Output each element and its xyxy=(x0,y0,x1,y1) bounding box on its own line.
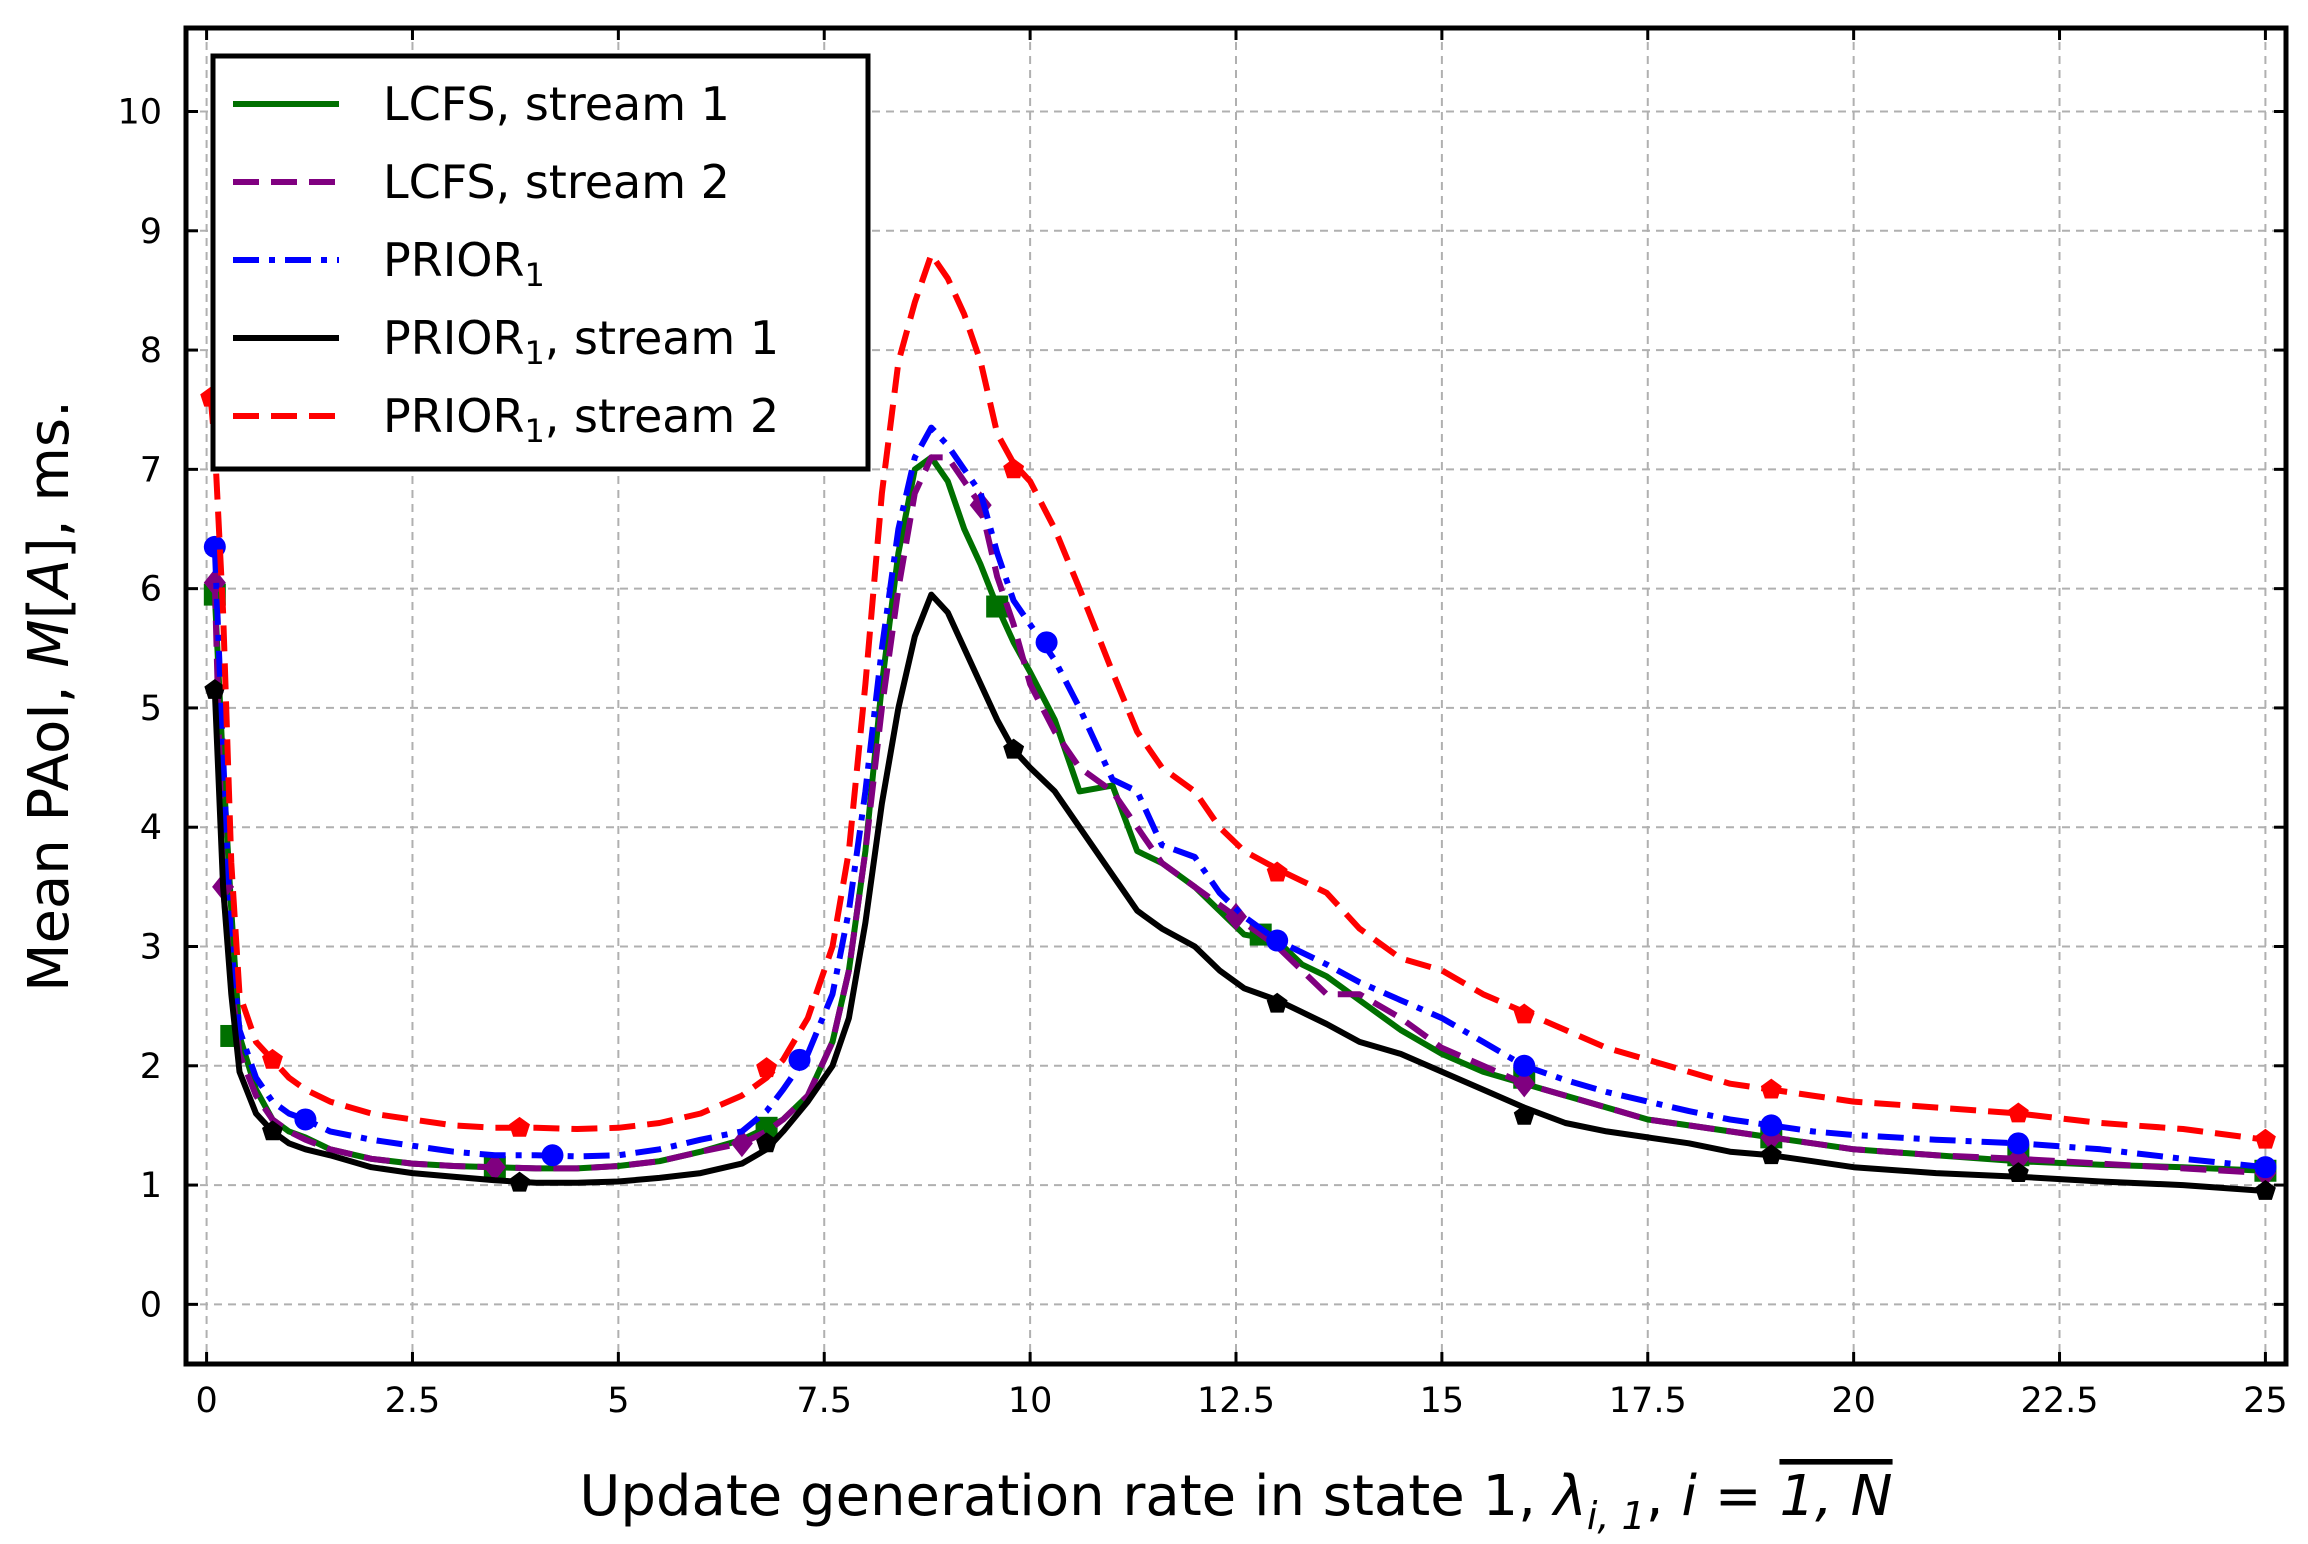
y-tick-label: 2 xyxy=(140,1047,162,1087)
ticks: 0 2.5 5 7.5 10 12.5 15 17.5 20 22.5 25 0 1 2 3 4 5 6 7 8 9 10 xyxy=(117,28,2288,1421)
series-marker-prior1s1 xyxy=(1003,738,1025,759)
series-lcfs2 xyxy=(203,454,2277,1187)
series-marker-prior1s1 xyxy=(509,1171,530,1192)
legend-label-prior1s2: PRIOR1, stream 2 xyxy=(383,389,779,450)
series-line-lcfs2 xyxy=(211,454,2266,1177)
y-tick-label: 3 xyxy=(140,928,162,968)
series-line-prior1 xyxy=(211,424,2266,1171)
x-tick-label: 17.5 xyxy=(1609,1381,1687,1421)
y-tick-label: 4 xyxy=(140,808,162,848)
x-tick-label: 7.5 xyxy=(796,1381,852,1421)
series-lcfs1 xyxy=(203,454,2277,1182)
y-tick-label: 6 xyxy=(140,570,162,610)
series-marker-lcfs2 xyxy=(1225,902,1247,931)
y-tick-label: 10 xyxy=(117,93,162,133)
series-marker-prior1 xyxy=(1266,929,1289,952)
y-tick-label: 1 xyxy=(140,1166,162,1206)
x-tick-label: 25 xyxy=(2243,1381,2288,1421)
x-tick-label: 20 xyxy=(1831,1381,1876,1421)
x-axis-title: Update generation rate in state 1, λi, 1… xyxy=(579,1464,1892,1538)
x-tick-label: 5 xyxy=(607,1381,629,1421)
series-marker-prior1s2 xyxy=(2254,1128,2276,1149)
series-marker-prior1s2 xyxy=(756,1057,778,1078)
series-marker-prior1 xyxy=(294,1108,317,1131)
y-tick-label: 7 xyxy=(140,450,162,490)
series-marker-prior1s2 xyxy=(1003,458,1025,479)
x-axis-title-range: 1, N xyxy=(1779,1464,1892,1529)
series-marker-prior1s2 xyxy=(1266,861,1288,882)
series-marker-prior1s1 xyxy=(262,1120,283,1141)
series-marker-prior1s1 xyxy=(1266,992,1288,1013)
x-tick-label: 0 xyxy=(195,1381,217,1421)
series-group xyxy=(200,251,2277,1200)
y-tick-label: 0 xyxy=(140,1285,162,1325)
series-marker-prior1s1 xyxy=(1513,1104,1535,1125)
series-line-lcfs1 xyxy=(211,454,2266,1174)
series-marker-prior1s1 xyxy=(756,1132,778,1153)
legend: LCFS, stream 1 LCFS, stream 2 PRIOR1 PRIOR1… xyxy=(210,53,871,472)
series-line-prior1s2 xyxy=(207,251,2266,1143)
x-tick-label: 2.5 xyxy=(385,1381,441,1421)
series-line-prior1s1 xyxy=(211,591,2266,1194)
series-marker-lcfs2 xyxy=(969,491,992,519)
series-marker-lcfs2 xyxy=(483,1153,506,1181)
series-marker-prior1 xyxy=(1035,631,1058,654)
series-prior1 xyxy=(203,424,2277,1179)
legend-label-lcfs1: LCFS, stream 1 xyxy=(383,77,730,131)
series-marker-prior1s1 xyxy=(2007,1162,2029,1183)
series-marker-prior1s1 xyxy=(204,679,226,699)
legend-label-lcfs2: LCFS, stream 2 xyxy=(383,155,730,209)
x-tick-label: 10 xyxy=(1008,1381,1053,1421)
series-marker-prior1s2 xyxy=(1513,1003,1535,1024)
series-marker-lcfs1 xyxy=(986,595,1009,618)
series-prior1s1 xyxy=(204,591,2276,1200)
series-marker-prior1 xyxy=(541,1144,564,1167)
series-marker-prior1s1 xyxy=(1760,1144,1782,1165)
series-marker-prior1 xyxy=(2007,1132,2030,1155)
series-marker-prior1 xyxy=(1513,1054,1536,1077)
y-tick-label: 9 xyxy=(140,212,162,252)
y-tick-label: 8 xyxy=(140,331,162,371)
x-tick-label: 12.5 xyxy=(1197,1381,1275,1421)
series-marker-lcfs2 xyxy=(730,1129,753,1158)
series-marker-lcfs2 xyxy=(1513,1069,1536,1098)
legend-label-prior1s1: PRIOR1, stream 1 xyxy=(383,311,779,372)
series-marker-prior1 xyxy=(2254,1156,2277,1179)
series-marker-prior1s2 xyxy=(2007,1102,2029,1123)
y-tick-label: 5 xyxy=(140,689,162,729)
series-marker-prior1 xyxy=(788,1048,811,1071)
series-marker-prior1s2 xyxy=(1760,1078,1782,1099)
series-marker-prior1s2 xyxy=(509,1116,530,1137)
series-prior1s2 xyxy=(200,251,2276,1149)
series-marker-prior1s2 xyxy=(262,1048,283,1069)
x-tick-label: 15 xyxy=(1420,1381,1465,1421)
x-tick-label: 22.5 xyxy=(2021,1381,2099,1421)
series-marker-prior1 xyxy=(1760,1114,1783,1137)
series-marker-prior1s1 xyxy=(2254,1180,2276,1200)
y-axis-title: Mean PAoI, M[A], ms. xyxy=(17,400,82,992)
legend-label-prior1: PRIOR1 xyxy=(383,233,545,294)
